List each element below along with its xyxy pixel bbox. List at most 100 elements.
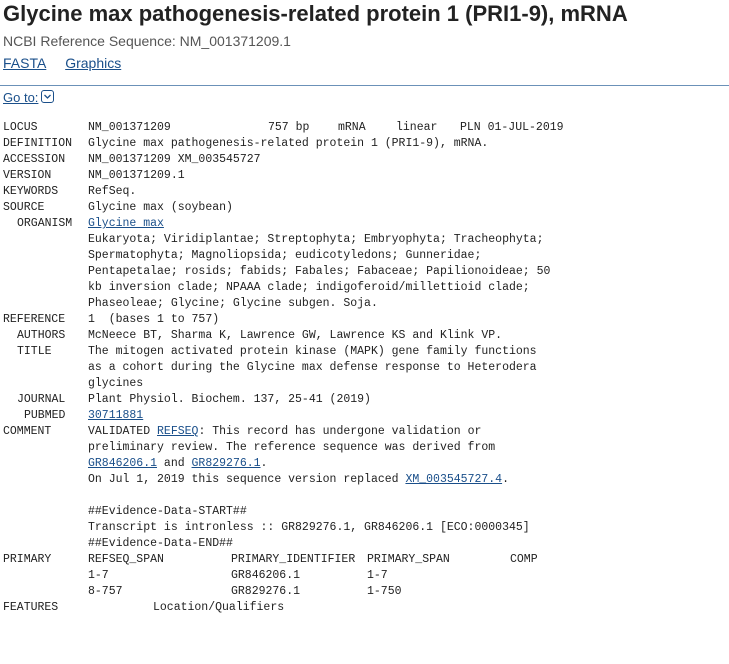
genbank-record: LOCUS NM_001371209 757 bp mRNA linear PL…: [3, 120, 564, 616]
lineage-line: Pentapetalae; rosids; fabids; Fabales; F…: [3, 264, 550, 280]
primary-header: PRIMARY_SPAN: [367, 553, 450, 566]
field-key: FEATURES: [3, 601, 59, 614]
locus-topology: linear: [396, 121, 438, 134]
version-row: VERSION NM_001371209.1: [3, 168, 185, 184]
evidence-line: ##Evidence-Data-END##: [3, 536, 233, 552]
comment-text: .: [260, 457, 268, 470]
field-key: DEFINITION: [3, 137, 73, 150]
field-key: PRIMARY: [3, 553, 52, 566]
lineage-line: Spermatophyta; Magnoliopsida; eudicotyle…: [3, 248, 481, 264]
reference-row: REFERENCE 1 (bases 1 to 757): [3, 312, 219, 328]
comment-line: On Jul 1, 2019 this sequence version rep…: [3, 472, 509, 488]
primary-header: COMP: [510, 553, 538, 566]
field-key: LOCUS: [3, 121, 38, 134]
lineage-text: kb inversion clade; NPAAA clade; indigof…: [88, 281, 530, 294]
primary-header: REFSEQ_SPAN: [88, 553, 164, 566]
primary-header-row: PRIMARY REFSEQ_SPAN PRIMARY_IDENTIFIER P…: [3, 552, 538, 568]
primary-cell: 1-7: [88, 569, 109, 582]
title-text: The mitogen activated protein kinase (MA…: [88, 345, 537, 358]
fasta-link[interactable]: FASTA: [3, 55, 47, 71]
source-row: SOURCE Glycine max (soybean): [3, 200, 233, 216]
journal-row: JOURNAL Plant Physiol. Biochem. 137, 25-…: [3, 392, 371, 408]
authors-value: McNeece BT, Sharma K, Lawrence GW, Lawre…: [88, 329, 503, 342]
title-line: glycines: [3, 376, 143, 392]
field-key: JOURNAL: [17, 393, 66, 406]
field-key: TITLE: [17, 345, 52, 358]
locus-name: NM_001371209: [88, 121, 171, 134]
locus-row: LOCUS NM_001371209 757 bp mRNA linear PL…: [3, 120, 564, 136]
refseq-link[interactable]: REFSEQ: [157, 425, 199, 438]
definition-value: Glycine max pathogenesis-related protein…: [88, 137, 489, 150]
title-text: glycines: [88, 377, 144, 390]
evidence-line: ##Evidence-Data-START##: [3, 504, 247, 520]
evidence-line: Transcript is intronless :: GR829276.1, …: [3, 520, 530, 536]
definition-row: DEFINITION Glycine max pathogenesis-rela…: [3, 136, 488, 152]
field-key: ACCESSION: [3, 153, 66, 166]
field-key: PUBMED: [24, 409, 66, 422]
lineage-line: Eukaryota; Viridiplantae; Streptophyta; …: [3, 232, 543, 248]
primary-row: 8-757 GR829276.1 1-750: [3, 584, 402, 600]
gr829276-link[interactable]: GR829276.1: [191, 457, 261, 470]
evidence-start: ##Evidence-Data-START##: [88, 505, 247, 518]
field-key: ORGANISM: [17, 217, 73, 230]
primary-cell: 1-750: [367, 585, 402, 598]
lineage-text: Spermatophyta; Magnoliopsida; eudicotyle…: [88, 249, 482, 262]
graphics-link[interactable]: Graphics: [65, 55, 122, 71]
keywords-row: KEYWORDS RefSeq.: [3, 184, 136, 200]
accession-value: NM_001371209 XM_003545727: [88, 153, 261, 166]
organism-link[interactable]: Glycine max: [88, 217, 164, 230]
comment-text: .: [502, 473, 509, 486]
lineage-text: Pentapetalae; rosids; fabids; Fabales; F…: [88, 265, 551, 278]
primary-cell: 1-7: [367, 569, 388, 582]
title-line: as a cohort during the Glycine max defen…: [3, 360, 537, 376]
gr846206-link[interactable]: GR846206.1: [88, 457, 158, 470]
reference-value: 1 (bases 1 to 757): [88, 313, 220, 326]
organism-row: ORGANISM Glycine max: [3, 216, 164, 232]
header-divider: [0, 85, 729, 86]
comment-text: and: [157, 457, 192, 470]
features-value: Location/Qualifiers: [153, 601, 285, 614]
comment-text: On Jul 1, 2019 this sequence version rep…: [88, 473, 406, 486]
features-row: FEATURES Location/Qualifiers: [3, 600, 284, 616]
comment-line: preliminary review. The reference sequen…: [3, 440, 495, 456]
pubmed-link[interactable]: 30711881: [88, 409, 144, 422]
field-key: VERSION: [3, 169, 52, 182]
locus-length: 757 bp: [268, 121, 310, 134]
title-text: as a cohort during the Glycine max defen…: [88, 361, 537, 374]
version-value: NM_001371209.1: [88, 169, 185, 182]
goto-menu[interactable]: Go to:: [3, 90, 55, 106]
field-key: REFERENCE: [3, 313, 66, 326]
locus-moltype: mRNA: [338, 121, 366, 134]
primary-cell: 8-757: [88, 585, 123, 598]
authors-row: AUTHORS McNeece BT, Sharma K, Lawrence G…: [3, 328, 502, 344]
accession-row: ACCESSION NM_001371209 XM_003545727: [3, 152, 261, 168]
lineage-line: Phaseoleae; Glycine; Glycine subgen. Soj…: [3, 296, 378, 312]
pubmed-row: PUBMED 30711881: [3, 408, 143, 424]
lineage-line: kb inversion clade; NPAAA clade; indigof…: [3, 280, 530, 296]
locus-division-date: PLN 01-JUL-2019: [460, 121, 564, 134]
comment-row: COMMENT VALIDATED REFSEQ: This record ha…: [3, 424, 481, 440]
page-title: Glycine max pathogenesis-related protein…: [3, 1, 628, 26]
format-links: FASTA Graphics: [3, 55, 136, 71]
primary-row: 1-7 GR846206.1 1-7: [3, 568, 388, 584]
lineage-text: Eukaryota; Viridiplantae; Streptophyta; …: [88, 233, 544, 246]
lineage-text: Phaseoleae; Glycine; Glycine subgen. Soj…: [88, 297, 378, 310]
keywords-value: RefSeq.: [88, 185, 137, 198]
comment-text: preliminary review. The reference sequen…: [88, 441, 496, 454]
source-value: Glycine max (soybean): [88, 201, 233, 214]
evidence-end: ##Evidence-Data-END##: [88, 537, 233, 550]
comment-text: : This record has undergone validation o…: [198, 425, 482, 438]
goto-label[interactable]: Go to:: [3, 90, 39, 105]
xm-003545727-link[interactable]: XM_003545727.4: [405, 473, 503, 486]
primary-header: PRIMARY_IDENTIFIER: [231, 553, 356, 566]
journal-value: Plant Physiol. Biochem. 137, 25-41 (2019…: [88, 393, 371, 406]
field-key: SOURCE: [3, 201, 45, 214]
evidence-text: Transcript is intronless :: GR829276.1, …: [88, 521, 530, 534]
blank-line: [3, 488, 31, 504]
field-key: COMMENT: [3, 425, 52, 438]
field-key: KEYWORDS: [3, 185, 59, 198]
comment-line: GR846206.1 and GR829276.1.: [3, 456, 267, 472]
primary-cell: GR846206.1: [231, 569, 301, 582]
chevron-down-icon[interactable]: [41, 90, 55, 103]
primary-cell: GR829276.1: [231, 585, 301, 598]
